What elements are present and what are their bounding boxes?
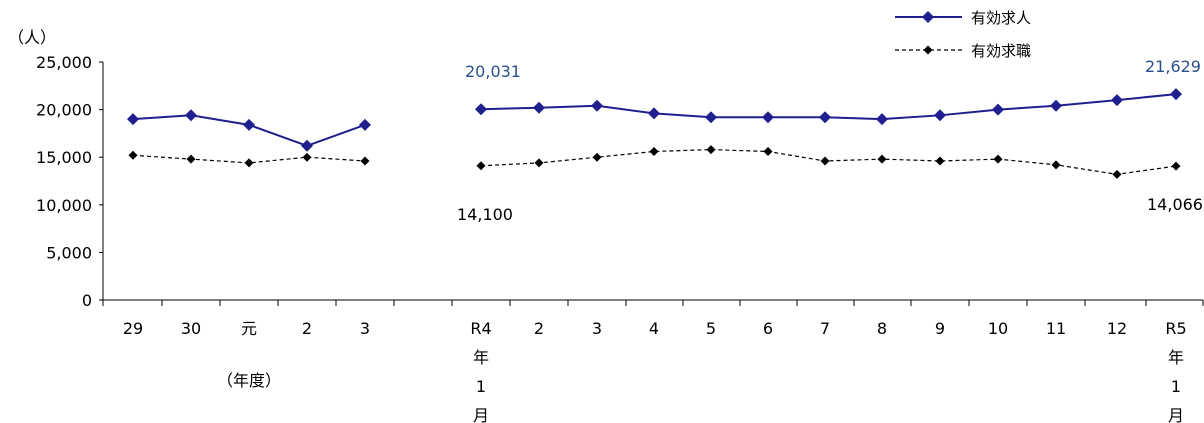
jobs-monthly-point: [591, 99, 603, 112]
legend-marker-jobs: [922, 11, 934, 23]
x-tick-label: 9: [935, 319, 945, 338]
jobs-monthly-point: [1170, 88, 1182, 101]
x-tick-label: 30: [181, 319, 201, 338]
seekers-annual-point: [302, 152, 312, 162]
x-tick-label: 月: [1168, 406, 1184, 423]
jobs-annual-point: [301, 139, 313, 152]
seekers-monthly-point: [649, 146, 659, 156]
x-tick-label: 2: [302, 319, 312, 338]
x-tick-label: 12: [1107, 319, 1127, 338]
y-tick-label: 15,000: [36, 148, 92, 167]
x-tick-label: 8: [877, 319, 887, 338]
jobs-monthly-point: [533, 101, 545, 114]
seekers-annual-point: [360, 156, 370, 166]
seekers-monthly-point: [877, 154, 887, 164]
x-tick-label: 元: [241, 319, 257, 338]
seekers-annual-point: [128, 150, 138, 160]
x-tick-label: 4: [649, 319, 659, 338]
x-tick-label: 月: [473, 406, 489, 423]
seekers-monthly-point: [592, 152, 602, 162]
jobs-annual-point: [243, 118, 255, 131]
data-label: 14,066: [1147, 195, 1203, 214]
x-tick-label: 29: [123, 319, 143, 338]
jobs-monthly-point: [819, 111, 831, 124]
x-tick-label: 10: [988, 319, 1008, 338]
x-tick-label: 7: [820, 319, 830, 338]
jobs-annual-point: [127, 113, 139, 126]
jobs-monthly-point: [648, 107, 660, 120]
jobs-monthly-point: [762, 111, 774, 124]
y-axis-unit-label: （人）: [8, 28, 57, 47]
x-tick-label: 年: [473, 348, 489, 367]
x-tick-label: 6: [763, 319, 773, 338]
seekers-monthly-point: [993, 154, 1003, 164]
x-tick-label: 2: [534, 319, 544, 338]
legend-label: 有効求職: [971, 42, 1031, 60]
y-tick-label: 5,000: [46, 243, 92, 262]
x-tick-label: R5: [1165, 319, 1186, 338]
jobs-monthly-point: [934, 109, 946, 122]
seekers-monthly-point: [1112, 169, 1122, 179]
seekers-monthly-point: [1171, 161, 1181, 171]
seekers-monthly-point: [476, 161, 486, 171]
seekers-annual-line: [132, 154, 366, 164]
seekers-monthly-point: [1051, 160, 1061, 170]
y-tick-label: 20,000: [36, 101, 92, 120]
seekers-annual-point: [186, 154, 196, 164]
jobs-monthly-point: [1050, 99, 1062, 112]
seekers-monthly-point: [763, 146, 773, 156]
jobs-monthly-point: [1111, 94, 1123, 107]
x-tick-label: 1: [1171, 377, 1181, 396]
legend-label: 有効求人: [971, 9, 1031, 27]
data-label: 21,629: [1145, 57, 1201, 76]
jobs-monthly-point: [992, 103, 1004, 116]
y-tick-label: 10,000: [36, 196, 92, 215]
x-tick-label: 3: [360, 319, 370, 338]
x-tick-label: 5: [706, 319, 716, 338]
jobs-annual-point: [185, 109, 197, 122]
x-tick-label: R4: [470, 319, 491, 338]
x-tick-label: 11: [1046, 319, 1066, 338]
seekers-monthly-point: [820, 156, 830, 166]
data-label: 20,031: [465, 62, 521, 81]
seekers-monthly-point: [935, 156, 945, 166]
y-tick-label: 0: [82, 291, 92, 310]
jobs-annual-point: [359, 118, 371, 131]
x-tick-label: 1: [476, 377, 486, 396]
jobs-monthly-point: [475, 103, 487, 116]
x-tick-label: 年: [1168, 348, 1184, 367]
legend-marker-seekers: [923, 45, 933, 55]
jobs-monthly-point: [705, 111, 717, 124]
x-axis-caption: （年度）: [217, 371, 281, 390]
x-tick-label: 3: [592, 319, 602, 338]
data-label: 14,100: [457, 205, 513, 224]
seekers-annual-point: [244, 158, 254, 168]
jobs-monthly-point: [876, 113, 888, 126]
y-tick-label: 25,000: [36, 53, 92, 72]
seekers-monthly-point: [534, 158, 544, 168]
seekers-monthly-point: [706, 145, 716, 155]
